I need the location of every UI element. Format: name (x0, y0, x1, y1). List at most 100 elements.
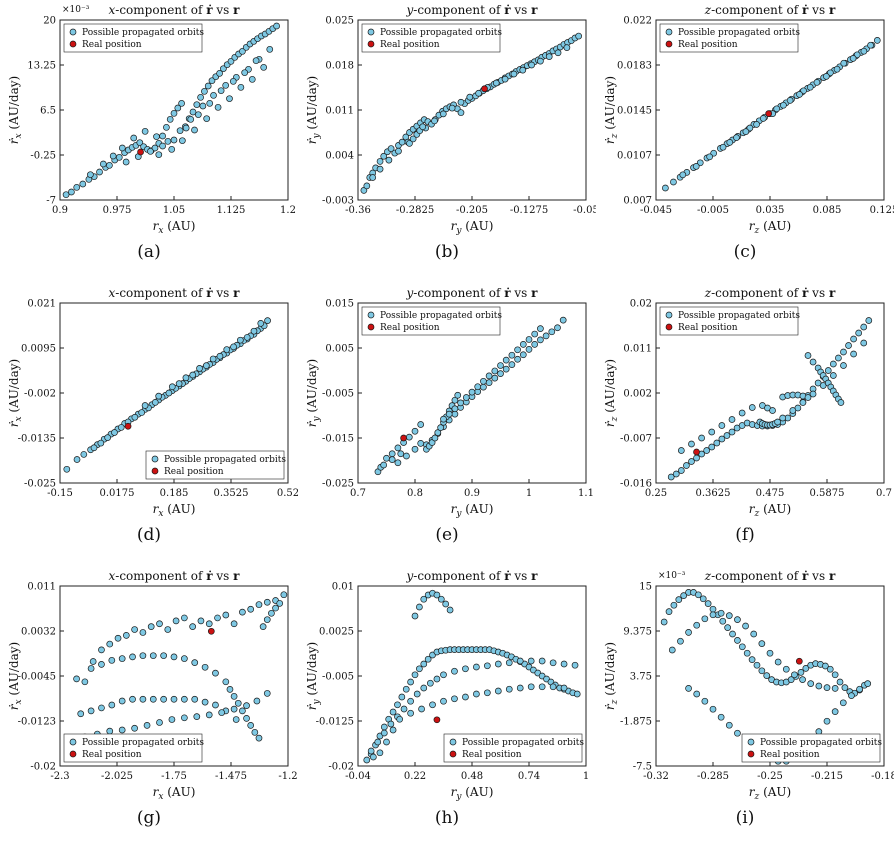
scatter-plot: y-component of ṙ vs r 0.7 0.8 0.9 1 1.1 -0.025… (305, 286, 594, 518)
orbit-point (491, 374, 499, 382)
orbit-point (160, 695, 167, 703)
orbit-point (729, 630, 736, 638)
orbit-point (136, 139, 144, 147)
y-tick-label: -0.003 (322, 196, 354, 207)
orbit-point (440, 671, 447, 679)
x-tick-label: -0.25 (757, 771, 783, 782)
y-tick-label: -0.015 (322, 434, 354, 445)
orbit-point (708, 443, 716, 451)
orbit-point (417, 421, 425, 428)
y-tick-label: 3.75 (630, 672, 652, 683)
orbit-point (227, 57, 235, 65)
real-position-point (207, 627, 215, 635)
x-tick-label: 0.7 (350, 488, 366, 499)
orbit-point (494, 687, 502, 695)
y-tick-label: -0.002 (24, 389, 56, 400)
orbit-point (709, 705, 717, 713)
legend: Possible propagated orbits Real position (63, 733, 204, 763)
orbit-point (197, 617, 205, 625)
orbit-point (63, 465, 71, 473)
orbit-point (787, 676, 795, 683)
chart-panel: z-component of ṙ vs r 0.25 0.3625 0.475 0.58… (596, 283, 894, 566)
orbit-point (178, 99, 185, 107)
orbit-point (497, 362, 504, 369)
orbit-point (537, 336, 544, 344)
orbit-point (380, 461, 388, 469)
orbit-point (709, 605, 717, 613)
orbit-point (104, 434, 111, 441)
orbit-point (850, 335, 857, 343)
orbit-point (411, 612, 419, 620)
orbit-point (214, 614, 221, 622)
orbit-point (519, 341, 527, 348)
x-tick-label: -0.36 (345, 205, 371, 216)
orbit-point (713, 439, 721, 447)
y-tick-label: 0.0107 (617, 151, 652, 162)
orbit-point (708, 428, 716, 436)
orbit-point (719, 143, 727, 151)
orbit-point (677, 447, 685, 454)
x-tick-label: 0.8 (407, 488, 423, 499)
orbit-point (208, 77, 216, 85)
orbit-point (709, 611, 717, 619)
orbit-point (230, 705, 238, 713)
orbit-point (226, 95, 233, 103)
orbit-point (237, 336, 244, 344)
orbit-point (118, 697, 126, 705)
orbit-point (210, 91, 217, 99)
y-multiplier: ×10⁻³ (658, 571, 686, 581)
orbit-point (865, 317, 873, 324)
orbit-point (559, 316, 567, 324)
orbit-point (703, 447, 711, 454)
orbit-point (437, 424, 444, 431)
x-tick-label: 0.3525 (214, 488, 249, 499)
x-tick-label: 0.3625 (696, 488, 731, 499)
orbit-point (181, 714, 188, 722)
orbit-point (497, 370, 504, 378)
orbit-point (480, 377, 487, 385)
y-tick-label: 0.02 (630, 299, 652, 310)
orbit-point (845, 342, 852, 349)
x-tick-label: -1.75 (161, 771, 187, 782)
orbit-point (451, 396, 459, 404)
real-position-point (481, 85, 488, 93)
orbit-point (445, 410, 453, 418)
orbit-point (431, 434, 439, 442)
y-axis-label: ṙz (AU/day) (603, 642, 620, 710)
orbit-point (106, 640, 114, 648)
orbit-point (407, 709, 414, 717)
orbit-point (96, 168, 103, 176)
orbit-point (457, 109, 465, 116)
orbit-point (394, 701, 401, 709)
orbit-point (426, 679, 434, 687)
orbit-point (442, 600, 450, 608)
orbit-point (374, 738, 382, 746)
orbit-point (118, 655, 126, 662)
orbit-point (527, 683, 535, 691)
orbit-point (848, 692, 855, 699)
orbit-point (176, 127, 184, 135)
orbit-point (826, 665, 834, 673)
orbit-point (131, 724, 138, 732)
orbit-point (815, 728, 823, 735)
orbit-point (237, 83, 245, 91)
orbit-point (491, 367, 499, 375)
orbit-point (243, 715, 250, 722)
orbit-point (117, 424, 125, 431)
orbit-point (268, 609, 275, 617)
orbit-point (129, 653, 136, 661)
orbit-point (840, 59, 848, 67)
orbit-point (670, 178, 677, 186)
orbit-point (189, 371, 197, 379)
y-tick-label: 0.0032 (21, 627, 56, 638)
orbit-point (699, 595, 707, 603)
orbit-point (693, 454, 700, 462)
orbit-point (823, 717, 831, 725)
y-tick-label: 0.021 (27, 299, 56, 310)
orbit-point (79, 180, 87, 188)
orbit-point (226, 686, 234, 693)
orbit-point (525, 336, 533, 343)
real-position-point (433, 716, 441, 724)
orbit-point (77, 710, 85, 718)
orbit-point (758, 667, 766, 675)
